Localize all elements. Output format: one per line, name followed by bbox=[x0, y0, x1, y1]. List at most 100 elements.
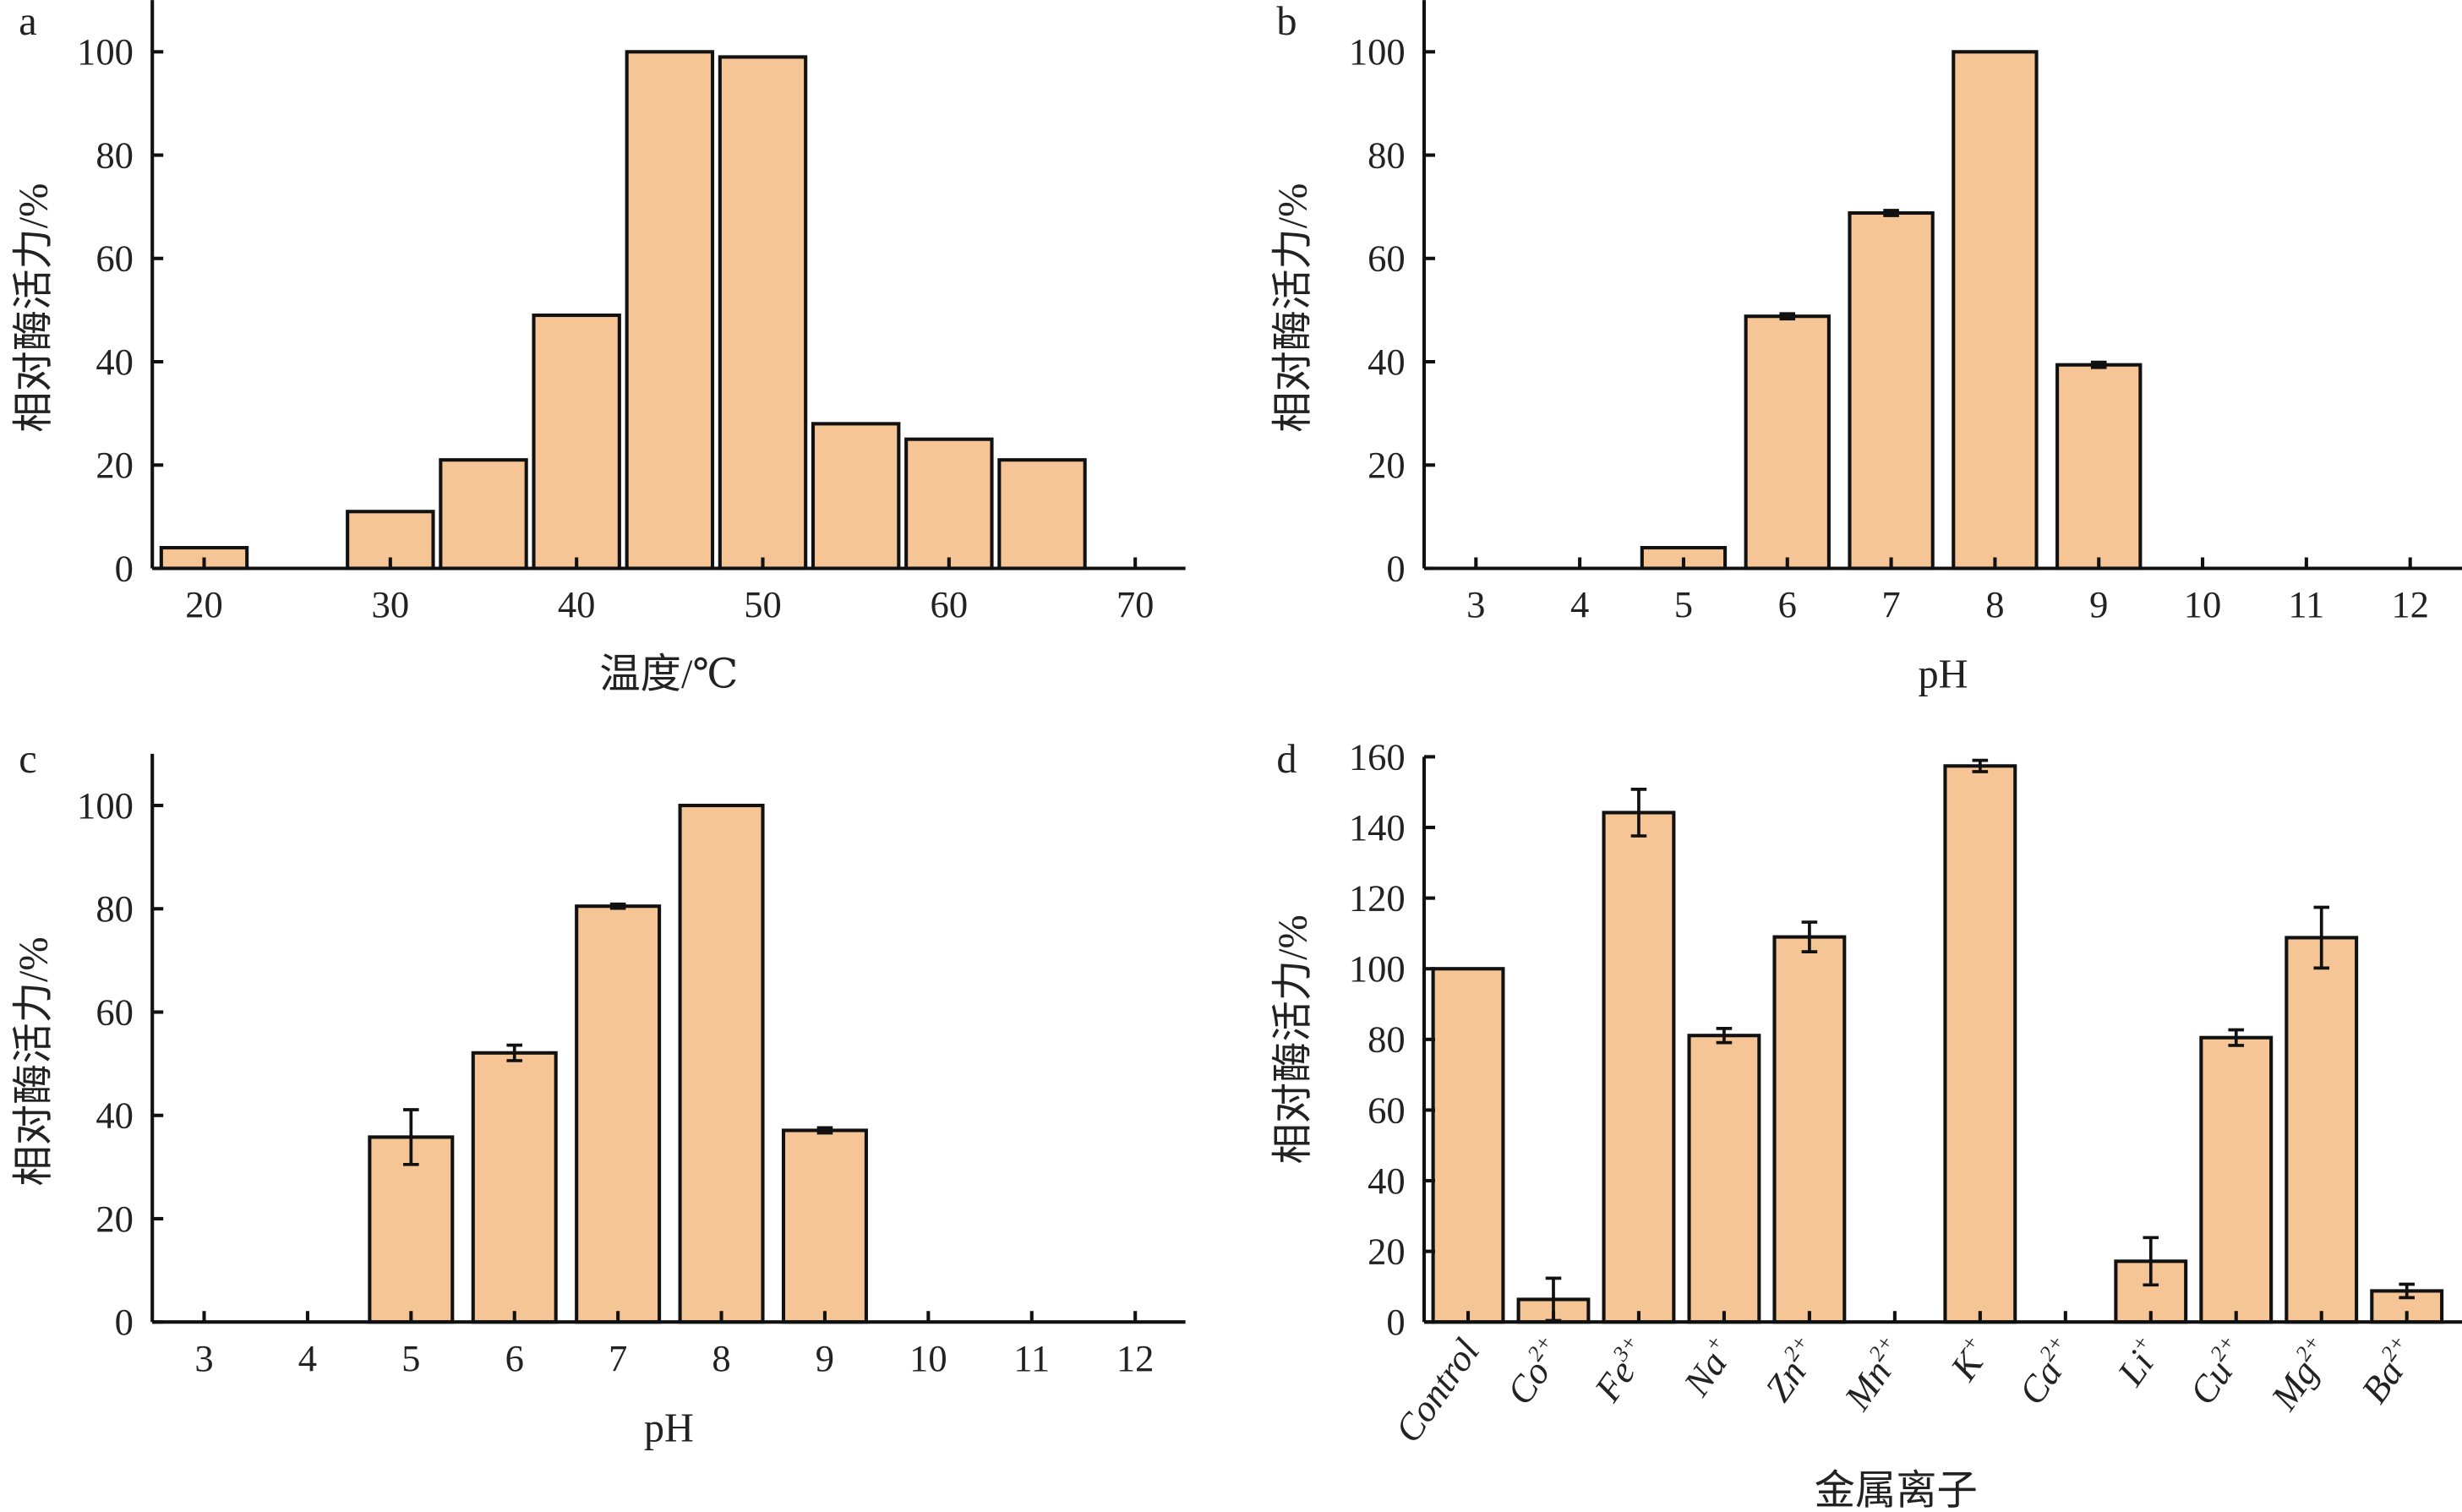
y-tick-label: 20 bbox=[1367, 1230, 1406, 1272]
category-name: Mg bbox=[2263, 1352, 2327, 1418]
x-tick-label: 20 bbox=[185, 583, 223, 625]
category-name: Na bbox=[1675, 1343, 1735, 1404]
y-tick-label: 40 bbox=[1367, 341, 1406, 383]
bar bbox=[625, 50, 715, 570]
y-tick-label: 80 bbox=[1367, 1018, 1406, 1061]
x-category-label: Ca2+ bbox=[2009, 1330, 2085, 1412]
x-category-label: Co2+ bbox=[1497, 1330, 1573, 1412]
y-tick-label: 160 bbox=[1349, 735, 1406, 778]
x-tick-label: 50 bbox=[744, 583, 782, 625]
bar bbox=[2055, 363, 2143, 570]
panel-b: 0 20 40 60 80 100 3 4 5 6 7 8 9 10 11 12 pH 相对酶活力/% b bbox=[1271, 0, 2462, 697]
bar bbox=[781, 1128, 868, 1324]
bar bbox=[368, 1135, 455, 1324]
x-tick-label: 8 bbox=[1985, 583, 2004, 625]
category-name: Co bbox=[1498, 1352, 1559, 1412]
x-tick-label: 10 bbox=[2184, 583, 2222, 625]
y-tick-label: 20 bbox=[96, 444, 134, 486]
y-axis-title: 相对酶活力/% bbox=[12, 183, 57, 433]
panel-c: 0 20 40 60 80 100 3 4 5 6 7 8 9 10 11 12 pH 相对酶活力/% c bbox=[12, 737, 1186, 1450]
x-tick-label: 5 bbox=[401, 1337, 420, 1379]
y-tick-label: 100 bbox=[1349, 947, 1406, 990]
panel-a: 0 20 40 60 80 100 20 30 40 50 60 70 温度/℃ 相对酶活力/% a bbox=[12, 0, 1186, 697]
x-tick-label: 40 bbox=[558, 583, 596, 625]
bar bbox=[471, 1051, 558, 1324]
category-name: Li bbox=[2109, 1343, 2162, 1394]
y-tick-label: 0 bbox=[115, 547, 134, 589]
x-tick-label: 12 bbox=[2391, 583, 2429, 625]
bar bbox=[1943, 764, 2017, 1324]
y-tick-label: 100 bbox=[77, 30, 134, 73]
x-category-label: K+ bbox=[1941, 1330, 2000, 1389]
y-axis-title: 相对酶活力/% bbox=[1271, 914, 1316, 1164]
bar bbox=[439, 458, 528, 570]
bar bbox=[1952, 50, 2039, 570]
category-name: Ca bbox=[2011, 1352, 2071, 1412]
x-axis-title: pH bbox=[644, 1406, 694, 1450]
x-tick-label: 5 bbox=[1674, 583, 1693, 625]
y-tick-label: 60 bbox=[1367, 1089, 1406, 1131]
bar bbox=[1744, 314, 1831, 570]
category-name: Mn bbox=[1836, 1352, 1900, 1418]
x-tick-label: 9 bbox=[2089, 583, 2108, 625]
panel-label: c bbox=[19, 737, 36, 782]
y-axis-title: 相对酶活力/% bbox=[1271, 183, 1316, 433]
x-category-label: Li+ bbox=[2108, 1330, 2170, 1394]
y-tick-label: 60 bbox=[1367, 237, 1406, 280]
bar bbox=[532, 313, 621, 570]
y-tick-label: 80 bbox=[1367, 134, 1406, 176]
x-axis-title: pH bbox=[1918, 652, 1968, 697]
bar bbox=[1848, 210, 1935, 570]
y-tick-label: 120 bbox=[1349, 876, 1406, 919]
y-tick-label: 40 bbox=[96, 341, 134, 383]
x-tick-label: 7 bbox=[609, 1337, 627, 1379]
y-tick-label: 100 bbox=[1349, 30, 1406, 73]
bar bbox=[1431, 967, 1505, 1324]
x-category-label: Na+ bbox=[1673, 1330, 1744, 1404]
y-tick-label: 40 bbox=[1367, 1160, 1406, 1202]
y-tick-label: 0 bbox=[1386, 1301, 1405, 1343]
y-axis-title: 相对酶活力/% bbox=[12, 936, 57, 1186]
category-name: Cu bbox=[2181, 1352, 2241, 1412]
bar bbox=[678, 803, 765, 1324]
y-tick-label: 80 bbox=[96, 887, 134, 930]
x-tick-label: 8 bbox=[712, 1337, 730, 1379]
bar bbox=[575, 904, 662, 1324]
x-tick-label: 3 bbox=[1466, 583, 1485, 625]
x-tick-label: 9 bbox=[816, 1337, 834, 1379]
y-tick-label: 20 bbox=[1367, 444, 1406, 486]
x-category-label: Control bbox=[1386, 1331, 1488, 1450]
y-tick-label: 0 bbox=[1386, 547, 1405, 589]
panel-d: 0 20 40 60 80 100 120 140 160 Control Co2+Fe3+ Na+Z… bbox=[1271, 735, 2462, 1512]
y-tick-label: 100 bbox=[77, 784, 134, 827]
x-tick-label: 4 bbox=[1570, 583, 1589, 625]
y-tick-label: 0 bbox=[115, 1301, 134, 1343]
y-tick-label: 80 bbox=[96, 134, 134, 176]
bar bbox=[2285, 936, 2359, 1324]
x-tick-label: 11 bbox=[2288, 583, 2324, 625]
category-name: Zn bbox=[1756, 1352, 1814, 1409]
bar bbox=[2199, 1035, 2274, 1324]
x-tick-label: 10 bbox=[909, 1337, 947, 1379]
x-tick-label: 30 bbox=[372, 583, 410, 625]
x-tick-label: 70 bbox=[1116, 583, 1155, 625]
panel-label: d bbox=[1276, 737, 1297, 782]
x-category-label: Fe3+ bbox=[1585, 1330, 1658, 1410]
x-tick-label: 6 bbox=[505, 1337, 524, 1379]
x-tick-label: 60 bbox=[931, 583, 969, 625]
x-category-label: Mg2+ bbox=[2261, 1330, 2340, 1418]
panel-label: b bbox=[1276, 0, 1297, 44]
x-axis-title: 金属离子 bbox=[1815, 1469, 1978, 1512]
y-tick-label: 60 bbox=[96, 237, 134, 280]
bar bbox=[718, 55, 808, 570]
bar bbox=[1772, 935, 1847, 1324]
x-category-label: Ba2+ bbox=[2352, 1330, 2427, 1411]
y-tick-label: 40 bbox=[96, 1094, 134, 1137]
x-tick-label: 3 bbox=[194, 1337, 213, 1379]
x-tick-label: 12 bbox=[1116, 1337, 1155, 1379]
bar bbox=[904, 437, 994, 570]
y-tick-label: 20 bbox=[96, 1198, 134, 1240]
bar bbox=[1687, 1034, 1761, 1324]
bar bbox=[997, 458, 1087, 570]
